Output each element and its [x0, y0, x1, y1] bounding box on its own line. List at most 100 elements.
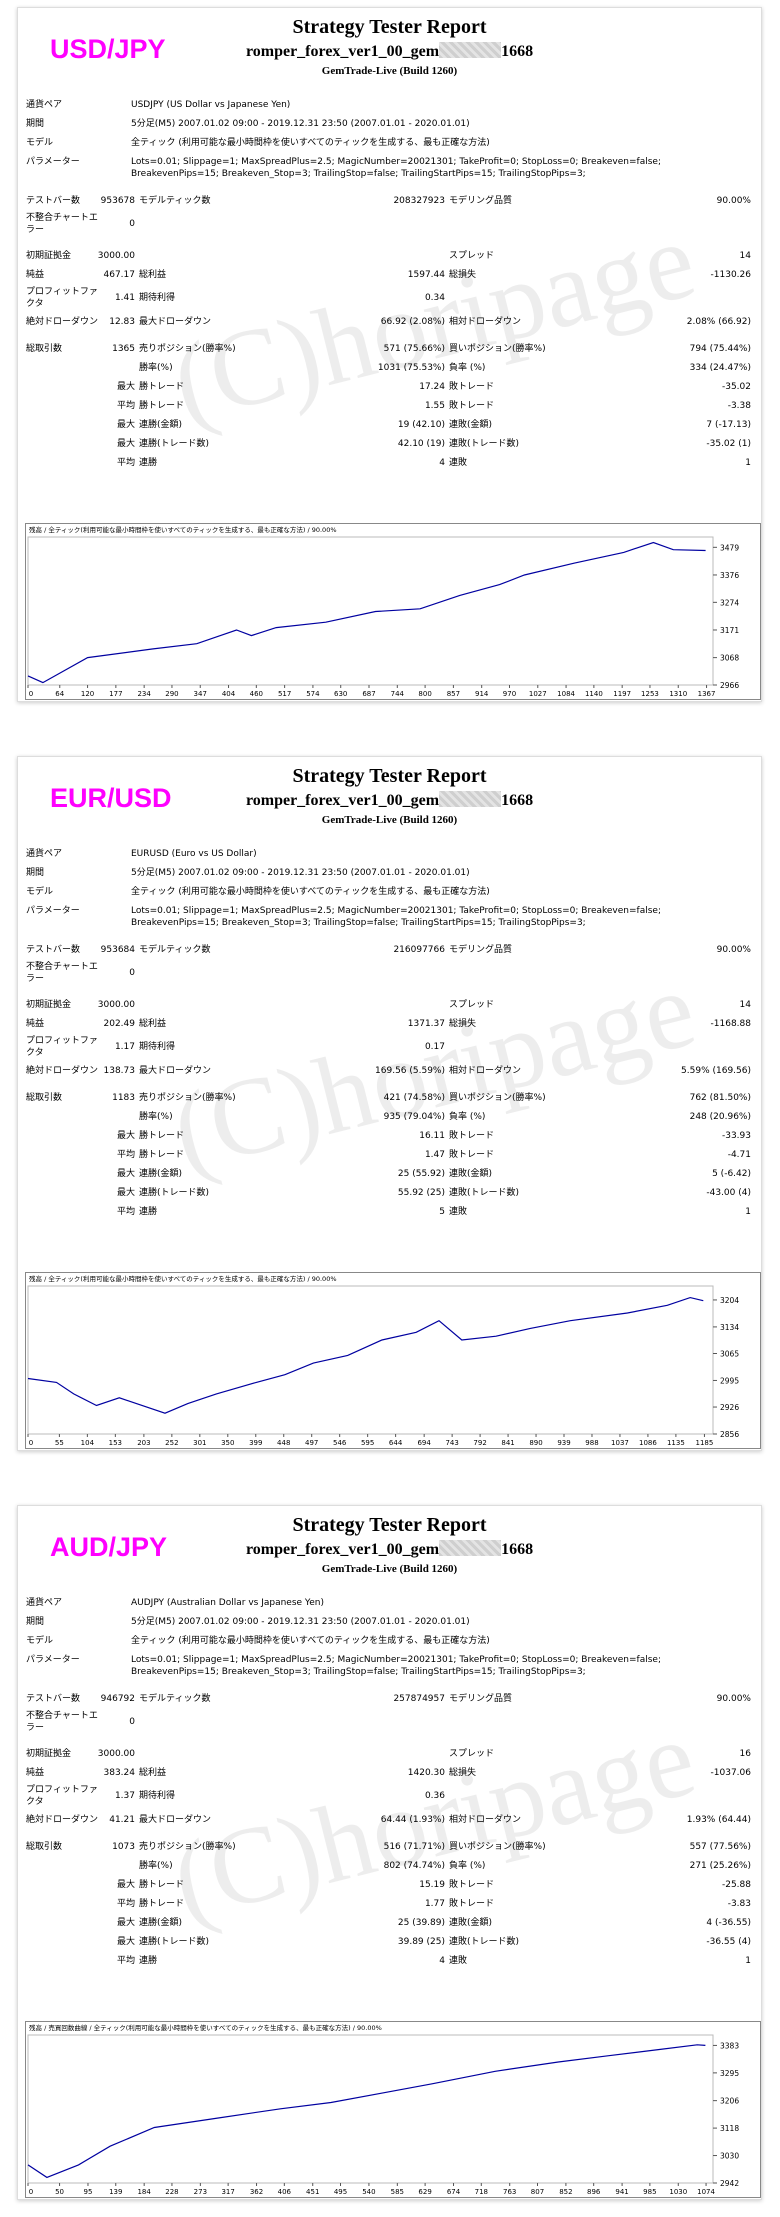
x-tick-label: 890 [529, 1439, 542, 1447]
y-tick-label: 2926 [720, 1403, 739, 1412]
info-value: AUDJPY (Australian Dollar vs Japanese Ye… [131, 1598, 324, 1608]
info-row: 通貨ペア AUDJPY (Australian Dollar vs Japanes… [18, 1594, 761, 1613]
chart-frame [25, 2021, 761, 2198]
info-label: 期間 [26, 1617, 45, 1627]
report-table: 通貨ペア EURUSD (Euro vs US Dollar) 期間 5分足(M5) … [18, 845, 761, 1221]
info-row: 期間 5分足(M5) 2007.01.02 09:00 - 2019.12.31 … [18, 1613, 761, 1632]
stat-row: 純益 202.49 総利益 1371.37 総損失 -1168.88 [18, 1014, 761, 1033]
stat-label: 連勝(金額) [139, 419, 183, 430]
plot-frame [27, 536, 714, 686]
stat-label: 純益 [26, 1767, 45, 1778]
y-tick-label: 3295 [720, 2069, 739, 2078]
stat-value: 794 (75.44%) [689, 343, 751, 354]
stat-value: 762 (81.50%) [689, 1092, 751, 1103]
stat-label: 総利益 [139, 1018, 167, 1029]
stat-value: 3000.00 [97, 250, 135, 261]
report-table: 通貨ペア USDJPY (US Dollar vs Japanese Yen) 期間… [18, 96, 761, 472]
stat-value: 16 [739, 1748, 751, 1759]
stat-value: 216097766 [393, 944, 445, 955]
stat-value: 4 (-36.55) [706, 1917, 751, 1928]
stat-value: 12.83 [109, 316, 135, 327]
stat-label [26, 1934, 100, 1950]
stat-label: 敗トレード [449, 1149, 495, 1160]
info-label: 通貨ペア [26, 849, 63, 859]
stat-value: 1 [745, 1206, 751, 1217]
x-tick-label: 857 [447, 690, 460, 698]
ea-name-suffix: 1668 [501, 1541, 534, 1558]
stat-row: 不整合チャートエラー 0 [18, 959, 761, 987]
balance-line [27, 2044, 706, 2179]
stat-value: -1130.26 [710, 269, 751, 280]
stat-value: 16.11 [419, 1130, 445, 1141]
ea-name-prefix: romper_forex_ver1_00_gem [245, 792, 440, 809]
stat-value: 平均 [116, 400, 135, 411]
stat-label: 連敗 [449, 1955, 468, 1966]
stat-label: 連勝(金額) [139, 1168, 183, 1179]
stat-label: 期待利得 [139, 1042, 176, 1052]
stat-label [26, 1185, 100, 1201]
stat-label: 総取引数 [26, 1841, 63, 1852]
stat-value: 1.47 [424, 1149, 445, 1160]
stat-value: 5.59% (169.56) [681, 1065, 751, 1076]
stat-label [26, 1877, 100, 1893]
balance-chart: 残高 / 全ティック(利用可能な最小時間枠を使いすべてのティックを生成する、最も… [25, 523, 761, 700]
stat-label: 総利益 [139, 269, 167, 280]
stat-label: 初期証拠金 [26, 999, 72, 1010]
stat-value: 平均 [116, 1149, 135, 1160]
stat-value: 334 (24.47%) [689, 362, 751, 373]
stat-label: 連敗(トレード数) [449, 1187, 520, 1198]
y-tick-label: 3030 [720, 2152, 739, 2161]
stat-label [26, 1166, 100, 1182]
stat-value: 257874957 [393, 1693, 445, 1704]
stat-row: 平均 勝トレード 1.55 敗トレード -3.38 [18, 396, 761, 415]
stat-value: 802 (74.74%) [383, 1860, 445, 1871]
stat-value: 平均 [116, 1955, 135, 1966]
x-tick-label: 350 [221, 1439, 234, 1447]
stat-value: 1420.30 [407, 1767, 445, 1778]
stat-label: 売りポジション(勝率%) [139, 343, 236, 354]
stat-value: -36.55 (4) [706, 1936, 751, 1947]
stat-value: 55.92 (25) [397, 1187, 445, 1198]
stat-label: 勝トレード [139, 1149, 185, 1160]
stat-value: 1.41 [114, 293, 135, 303]
stat-label [26, 1128, 100, 1144]
stat-value: 421 (74.58%) [383, 1092, 445, 1103]
x-tick-label: 896 [587, 2188, 601, 2196]
stat-label: 相対ドローダウン [449, 316, 522, 327]
stat-row: 最大 勝トレード 15.19 敗トレード -25.88 [18, 1875, 761, 1894]
stat-value: 14 [739, 250, 751, 261]
redaction-box [439, 1540, 502, 1556]
x-tick-label: 1086 [639, 1439, 657, 1447]
stat-label: 総取引数 [26, 343, 63, 354]
stat-value: 19 (42.10) [397, 419, 445, 430]
x-tick-label: 1135 [667, 1439, 685, 1447]
stat-label [26, 1953, 100, 1969]
y-tick-label: 3383 [720, 2041, 739, 2050]
info-value: Lots=0.01; Slippage=1; MaxSpreadPlus=2.5… [131, 157, 661, 179]
x-tick-label: 362 [250, 2188, 263, 2196]
stat-label: モデルティック数 [139, 195, 211, 206]
stat-value: 64.44 (1.93%) [380, 1814, 445, 1825]
stat-value: 最大 [116, 1187, 135, 1198]
stat-row: 最大 連勝(トレード数) 42.10 (19) 連敗(トレード数) -35.02 (1) [18, 434, 761, 453]
stat-label: 相対ドローダウン [449, 1814, 522, 1825]
x-tick-label: 273 [194, 2188, 207, 2196]
x-tick-label: 1310 [669, 690, 687, 698]
stat-value: 1.37 [114, 1791, 135, 1801]
stat-label: 最大ドローダウン [139, 1065, 212, 1076]
stat-label: モデルティック数 [139, 1693, 211, 1704]
stat-value: 5 [439, 1206, 445, 1217]
stat-value: 946792 [100, 1693, 135, 1704]
stat-value: 0 [129, 219, 135, 229]
report-table: 通貨ペア AUDJPY (Australian Dollar vs Japanes… [18, 1594, 761, 1970]
stat-label: 負率 (%) [449, 362, 486, 373]
x-tick-label: 234 [137, 690, 151, 698]
stat-label: 連敗(トレード数) [449, 1936, 520, 1947]
x-tick-label: 852 [559, 2188, 572, 2196]
x-tick-label: 687 [362, 690, 375, 698]
stat-value: 1183 [112, 1092, 135, 1103]
stat-label: 連勝 [139, 457, 158, 468]
server-name: GemTrade-Live (Build 1260) [321, 65, 458, 77]
stat-label: モデリング品質 [449, 195, 513, 206]
